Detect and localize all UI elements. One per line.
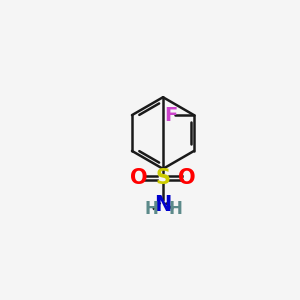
Text: S: S [155, 168, 170, 188]
Text: O: O [130, 168, 148, 188]
Text: H: H [144, 200, 158, 218]
Text: H: H [168, 200, 182, 218]
Text: O: O [178, 168, 196, 188]
Text: N: N [154, 195, 172, 214]
Text: F: F [164, 106, 178, 124]
